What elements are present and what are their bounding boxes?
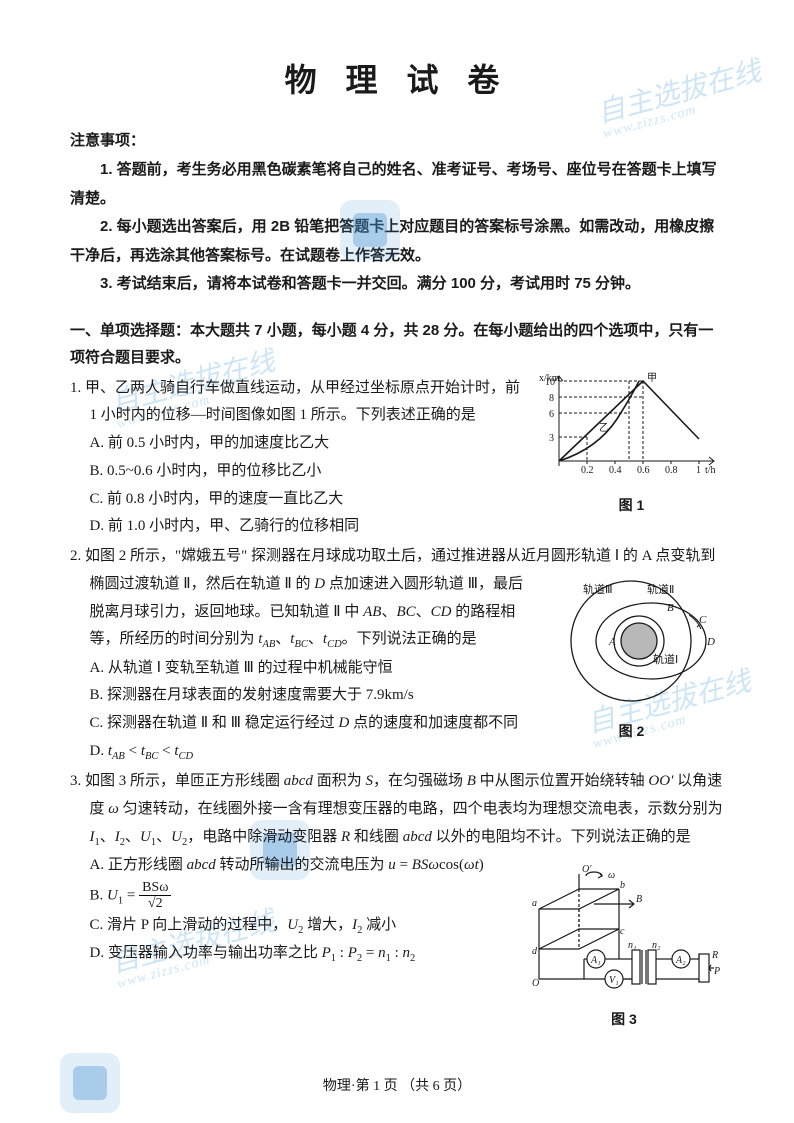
- svg-text:1: 1: [696, 465, 701, 476]
- svg-text:3: 3: [549, 433, 554, 444]
- svg-text:b: b: [620, 880, 625, 891]
- svg-text:P: P: [713, 966, 720, 977]
- svg-text:0.2: 0.2: [581, 465, 594, 476]
- q-number: 3.: [70, 773, 81, 789]
- svg-text:A: A: [608, 636, 616, 648]
- svg-text:0.6: 0.6: [637, 465, 650, 476]
- question-3: O′ ω B a b c d O A₁ V₁ n₁ n₂ A₂ R P 图: [70, 768, 724, 968]
- svg-text:10: 10: [545, 377, 555, 388]
- svg-text:A₁: A₁: [590, 955, 601, 966]
- svg-text:ω: ω: [608, 870, 615, 881]
- notice-header: 注意事项：: [70, 129, 724, 150]
- diagram-icon: 轨道Ⅲ 轨道Ⅱ 轨道Ⅰ A B C D: [539, 571, 724, 706]
- circuit-icon: O′ ω B a b c d O A₁ V₁ n₁ n₂ A₂ R P: [524, 854, 724, 994]
- svg-text:a: a: [532, 898, 537, 909]
- section-header: 一、单项选择题：本大题共 7 小题，每小题 4 分，共 28 分。在每小题给出的…: [70, 317, 724, 371]
- q-number: 1.: [70, 380, 81, 396]
- notice-item: 3. 考试结束后，请将本试卷和答题卡一并交回。满分 100 分，考试用时 75 …: [70, 270, 724, 299]
- page: 自主选拔在线 www.zizzs.com 自主选拔在线 www.zizzs.co…: [0, 0, 794, 1123]
- svg-text:乙: 乙: [599, 422, 609, 434]
- svg-text:R: R: [711, 950, 718, 961]
- svg-text:D: D: [706, 636, 715, 648]
- question-2: 轨道Ⅲ 轨道Ⅱ 轨道Ⅰ A B C D 图 2 2. 如图 2 所示，"嫦娥五号…: [70, 543, 724, 766]
- page-footer: 物理·第 1 页 （共 6 页）: [0, 1075, 794, 1095]
- question-stem: 2. 如图 2 所示，"嫦娥五号" 探测器在月球成功取土后，通过推进器从近月圆形…: [70, 543, 724, 571]
- svg-text:t/h: t/h: [705, 465, 716, 476]
- svg-text:C: C: [699, 614, 707, 626]
- svg-text:轨道Ⅲ: 轨道Ⅲ: [583, 582, 613, 596]
- figure-caption: 图 3: [524, 1007, 724, 1033]
- svg-text:轨道Ⅱ: 轨道Ⅱ: [647, 582, 674, 596]
- svg-text:0.8: 0.8: [665, 465, 678, 476]
- chart-icon: x/km 10 8 6 3 0.2 0.4 0.6 0.8 1 t/h 甲 乙: [539, 371, 724, 481]
- q-number: 2.: [70, 548, 81, 564]
- svg-text:B: B: [636, 894, 642, 905]
- svg-text:0.4: 0.4: [609, 465, 622, 476]
- question-stem: 3. 如图 3 所示，单匝正方形线圈 abcd 面积为 S，在匀强磁场 B 中从…: [70, 768, 724, 852]
- fraction-num: BSω: [139, 880, 171, 896]
- svg-text:A₂: A₂: [675, 955, 686, 966]
- notice-item: 1. 答题前，考生务必用黑色碳素笔将自己的姓名、准考证号、考场号、座位号在答题卡…: [70, 156, 724, 213]
- svg-text:d: d: [532, 946, 538, 957]
- svg-text:n₁: n₁: [628, 940, 636, 951]
- svg-text:n₂: n₂: [652, 940, 661, 951]
- svg-text:轨道Ⅰ: 轨道Ⅰ: [653, 652, 678, 666]
- q-text: 如图 2 所示，"嫦娥五号" 探测器在月球成功取土后，通过推进器从近月圆形轨道 …: [85, 548, 715, 564]
- svg-text:V₁: V₁: [609, 975, 619, 986]
- question-1: x/km 10 8 6 3 0.2 0.4 0.6 0.8 1 t/h 甲 乙 …: [70, 375, 724, 542]
- svg-text:B: B: [667, 602, 674, 614]
- fraction-den: √2: [139, 896, 171, 911]
- figure-caption: 图 2: [539, 719, 724, 745]
- notice-item: 2. 每小题选出答案后，用 2B 铅笔把答题卡上对应题目的答案标号涂黑。如需改动…: [70, 213, 724, 270]
- figure-3: O′ ω B a b c d O A₁ V₁ n₁ n₂ A₂ R P 图: [524, 854, 724, 1033]
- svg-text:O′: O′: [582, 864, 592, 875]
- svg-text:c: c: [620, 926, 625, 937]
- svg-text:O: O: [532, 978, 539, 989]
- page-title: 物 理 试 卷: [70, 55, 724, 101]
- q-text: 甲、乙两人骑自行车做直线运动，从甲经过坐标原点开始计时，前 1 小时内的位移—时…: [85, 380, 520, 424]
- figure-caption: 图 1: [539, 493, 724, 519]
- svg-text:6: 6: [549, 409, 554, 420]
- svg-text:甲: 甲: [647, 373, 657, 384]
- svg-text:8: 8: [549, 393, 554, 404]
- figure-1: x/km 10 8 6 3 0.2 0.4 0.6 0.8 1 t/h 甲 乙 …: [539, 371, 724, 520]
- figure-2: 轨道Ⅲ 轨道Ⅱ 轨道Ⅰ A B C D 图 2: [539, 571, 724, 745]
